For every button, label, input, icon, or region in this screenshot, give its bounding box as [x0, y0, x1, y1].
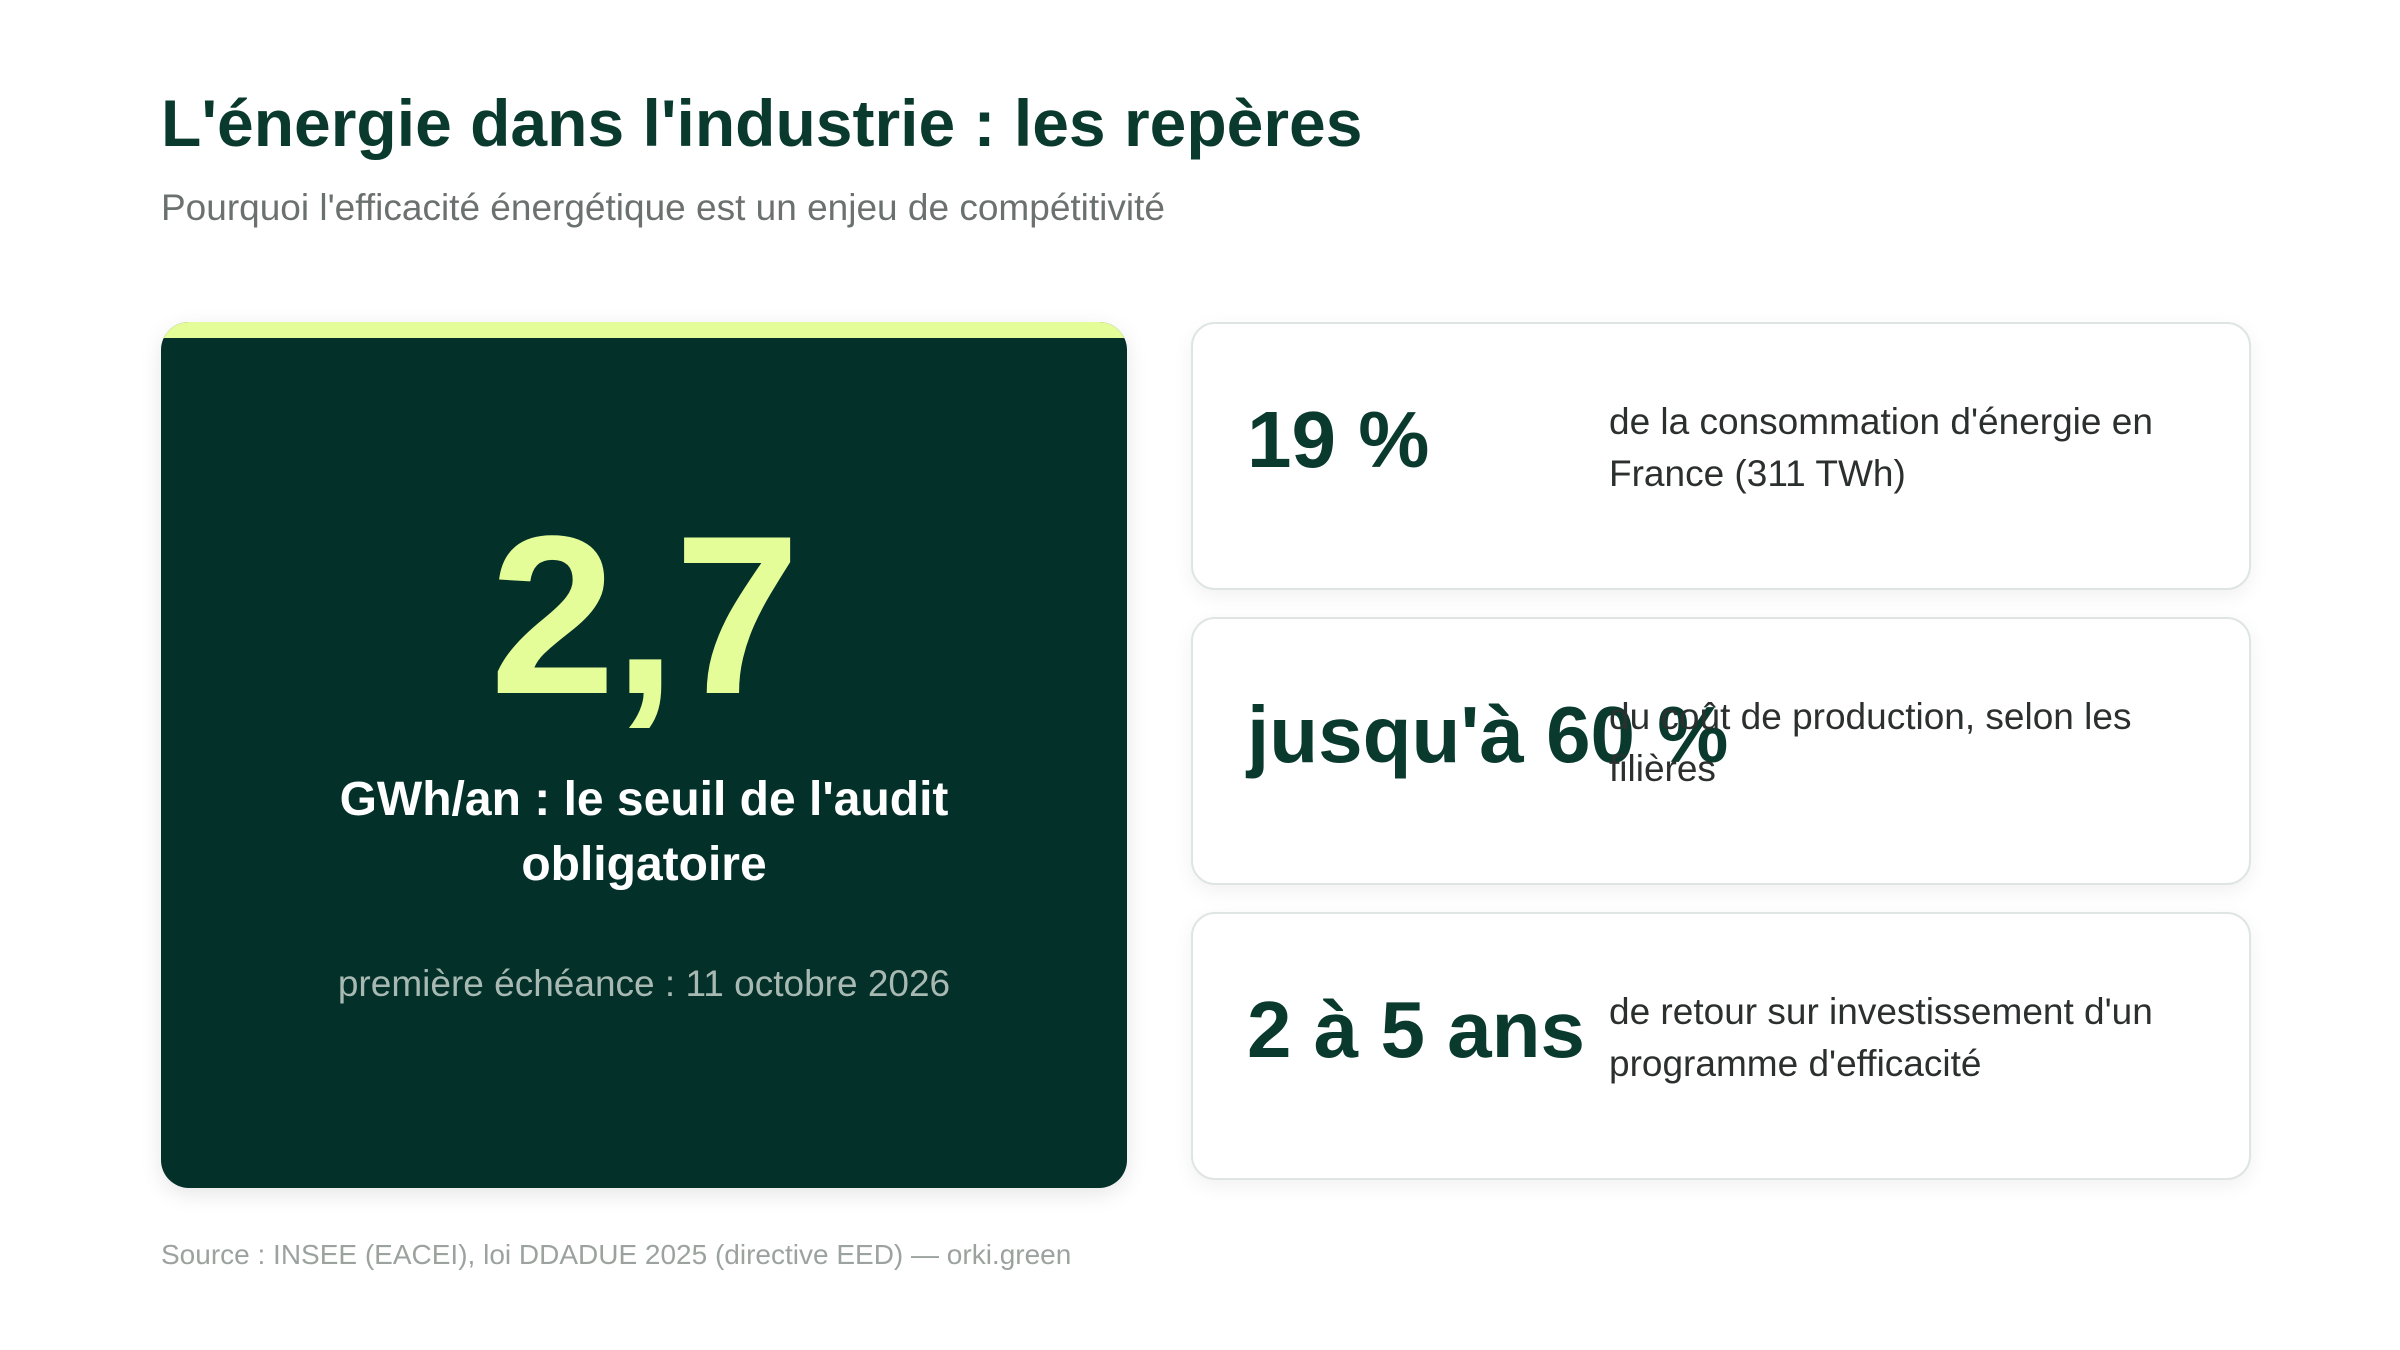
- stat-description: de la consommation d'énergie en France (…: [1609, 401, 2153, 494]
- hero-accent-bar: [161, 322, 1127, 338]
- hero-label: GWh/an : le seuil de l'audit obligatoire: [339, 773, 949, 891]
- stat-card-production-cost: jusqu'à 60 % du coût de production, selo…: [1191, 617, 2251, 885]
- stat-card-payback: 2 à 5 ans de retour sur investissement d…: [1191, 912, 2251, 1180]
- page-subtitle: Pourquoi l'efficacité énergétique est un…: [161, 187, 1165, 228]
- hero-value: 2,7: [489, 488, 800, 741]
- stat-value: jusqu'à 60 %: [1247, 690, 1729, 779]
- stat-description: de retour sur investissement d'un progra…: [1609, 991, 2153, 1084]
- stat-card-consumption: 19 % de la consommation d'énergie en Fra…: [1191, 322, 2251, 590]
- stat-value: 2 à 5 ans: [1247, 985, 1586, 1074]
- stat-description: du coût de production, selon les filière…: [1609, 696, 2132, 789]
- stat-value: 19 %: [1247, 395, 1430, 484]
- hero-deadline-note: première échéance : 11 octobre 2026: [337, 963, 951, 1004]
- hero-card: 2,7 GWh/an : le seuil de l'audit obligat…: [161, 322, 1127, 1188]
- source-footnote: Source : INSEE (EACEI), loi DDADUE 2025 …: [161, 1239, 1072, 1270]
- page-title: L'énergie dans l'industrie : les repères: [161, 86, 1363, 160]
